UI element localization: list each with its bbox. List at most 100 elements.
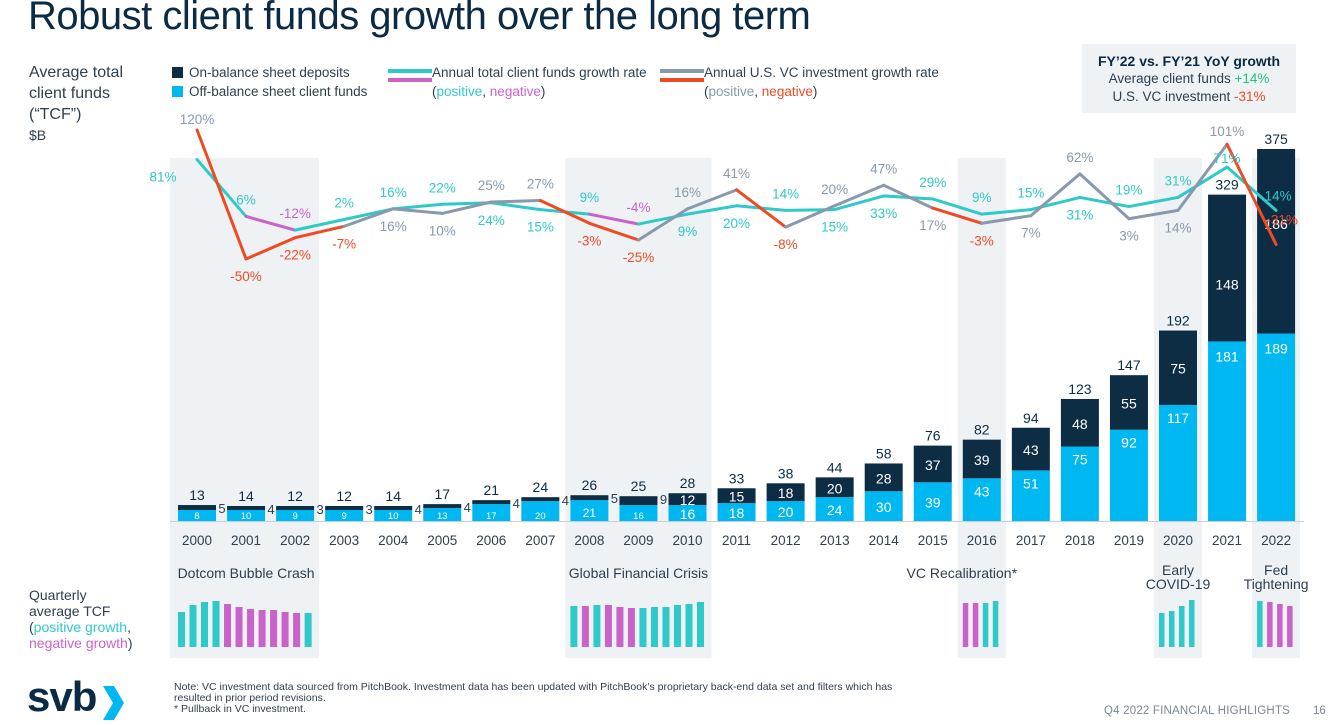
- bar-on-value-label: 12: [680, 492, 696, 508]
- x-tick-label: 2009: [623, 533, 653, 548]
- bar-on-value-label: 75: [1170, 361, 1186, 377]
- bar-on-balance: [227, 506, 266, 510]
- x-tick-label: 2018: [1065, 533, 1095, 548]
- bar-off-balance: [1011, 470, 1050, 521]
- tcf-growth-label: 14%: [772, 186, 799, 201]
- bar-total-label: 375: [1264, 131, 1288, 147]
- page-title: Robust client funds growth over the long…: [28, 0, 811, 38]
- tcf-growth-line-segment: [1078, 195, 1131, 209]
- vc-growth-line-segment: [1078, 172, 1131, 221]
- quarterly-label-line: average TCF: [29, 603, 111, 619]
- quarterly-tcf-bar: [270, 610, 278, 647]
- bar-on-balance: [1109, 375, 1148, 430]
- bar-on-value-label: 28: [876, 470, 892, 486]
- event-label: Global Financial Crisis: [568, 565, 709, 581]
- bar-total-label: 25: [631, 478, 647, 494]
- bar-total-label: 147: [1117, 357, 1141, 373]
- tcf-growth-label: 31%: [1164, 173, 1191, 188]
- bar-off-value-label: 20: [778, 504, 794, 520]
- bar-off-value-label: 181: [1215, 348, 1239, 364]
- quarterly-tcf-bar: [212, 601, 220, 647]
- vc-growth-line-segment: [244, 236, 297, 261]
- bar-off-value-label: 75: [1072, 452, 1088, 468]
- callout-line2: U.S. VC investment -31%: [1082, 88, 1296, 106]
- vc-growth-label: -7%: [332, 236, 356, 251]
- bar-on-value-label: 39: [974, 452, 990, 468]
- y-axis-label-line1: Average total: [29, 64, 123, 81]
- vc-growth-line-segment: [440, 200, 493, 215]
- bar-off-balance: [717, 503, 756, 521]
- bar-total-label: 123: [1068, 381, 1092, 397]
- bar-off-balance: [374, 510, 413, 521]
- vc-growth-label: -3%: [970, 233, 994, 248]
- bar-on-value-label: 48: [1072, 416, 1088, 432]
- quarterly-tcf-bar: [697, 602, 705, 647]
- bar-off-value-label: 24: [827, 502, 843, 518]
- tcf-growth-label: 16%: [380, 185, 407, 200]
- quarterly-tcf-bar: [962, 603, 969, 647]
- callout-line1: Average client funds +14%: [1082, 70, 1296, 88]
- vc-growth-label: -3%: [577, 233, 601, 248]
- bar-on-balance: [1060, 398, 1099, 447]
- y-axis-unit: $B: [29, 127, 47, 143]
- x-tick-label: 2004: [378, 533, 409, 548]
- vc-growth-label: -8%: [774, 237, 798, 252]
- bar-off-balance: [815, 497, 854, 521]
- bar-off-value-label: 117: [1167, 410, 1190, 426]
- bar-on-value-label: 37: [925, 457, 941, 473]
- bar-on-balance: [1159, 330, 1197, 405]
- bar-off-value-label: 9: [292, 511, 297, 522]
- tcf-growth-line-segment: [980, 208, 1033, 216]
- bar-off-balance: [1060, 446, 1099, 521]
- vc-growth-line-segment: [1127, 208, 1180, 221]
- quarterly-tcf-bar: [189, 605, 197, 647]
- x-tick-label: 2017: [1016, 533, 1046, 548]
- footnote-line: resulted in prior period revisions.: [174, 692, 326, 704]
- tcf-growth-line-segment: [195, 157, 248, 218]
- legend-item-off-balance: Off-balance sheet client funds: [172, 82, 367, 101]
- vc-growth-line-segment: [1176, 142, 1229, 212]
- quarterly-tcf-bar: [224, 604, 232, 647]
- legend-item-vc-rate: Annual U.S. VC investment growth rate (p…: [704, 63, 939, 101]
- bar-on-balance: [325, 506, 364, 510]
- bar-total-label: 26: [582, 477, 598, 493]
- bar-off-balance: [864, 491, 903, 521]
- bar-on-balance: [374, 506, 413, 510]
- quarterly-tcf-bar: [1287, 606, 1293, 647]
- tcf-growth-line-segment: [1225, 165, 1278, 212]
- vc-growth-label: 17%: [919, 218, 946, 233]
- vc-negative-line-icon: [660, 78, 704, 82]
- bar-off-value-label: 10: [388, 511, 399, 522]
- bar-off-balance: [962, 478, 1001, 521]
- vc-growth-line-segment: [784, 204, 837, 229]
- tcf-growth-label: 33%: [870, 206, 897, 221]
- x-tick-label: 2022: [1261, 533, 1291, 548]
- quarterly-tcf-bar: [304, 613, 312, 647]
- tcf-growth-label: 15%: [1017, 186, 1044, 201]
- x-tick-label: 2015: [918, 533, 948, 548]
- bar-on-value-label: 55: [1121, 395, 1137, 411]
- bar-off-value-label: 18: [729, 505, 745, 521]
- y-axis-label-line2: client funds: [29, 85, 110, 102]
- quarterly-tcf-bar: [992, 601, 999, 647]
- bar-total-label: 76: [925, 428, 941, 444]
- bar-off-value-label: 9: [342, 511, 347, 522]
- vc-growth-line-segment: [1029, 172, 1082, 218]
- vc-growth-line-segment: [735, 188, 788, 229]
- y-axis-label-line3: (“TCF”): [29, 106, 82, 123]
- vc-growth-label: 101%: [1210, 124, 1245, 139]
- vc-growth-line-segment: [489, 198, 542, 204]
- bar-off-value-label: 13: [437, 511, 448, 522]
- tcf-growth-label: 22%: [429, 180, 456, 195]
- quarterly-tcf-bar: [293, 613, 301, 647]
- callout-value: +14%: [1234, 71, 1270, 86]
- event-label: Early COVID-19: [1145, 562, 1211, 592]
- quarterly-tcf-bar: [570, 606, 578, 647]
- callout-label: U.S. VC investment: [1112, 89, 1235, 104]
- bar-off-balance: [1159, 404, 1197, 521]
- bar-off-value-label: 10: [241, 511, 252, 522]
- tcf-growth-label: 9%: [580, 190, 600, 205]
- bar-on-value-label: 186: [1264, 216, 1288, 232]
- tcf-growth-line-segment: [489, 201, 542, 212]
